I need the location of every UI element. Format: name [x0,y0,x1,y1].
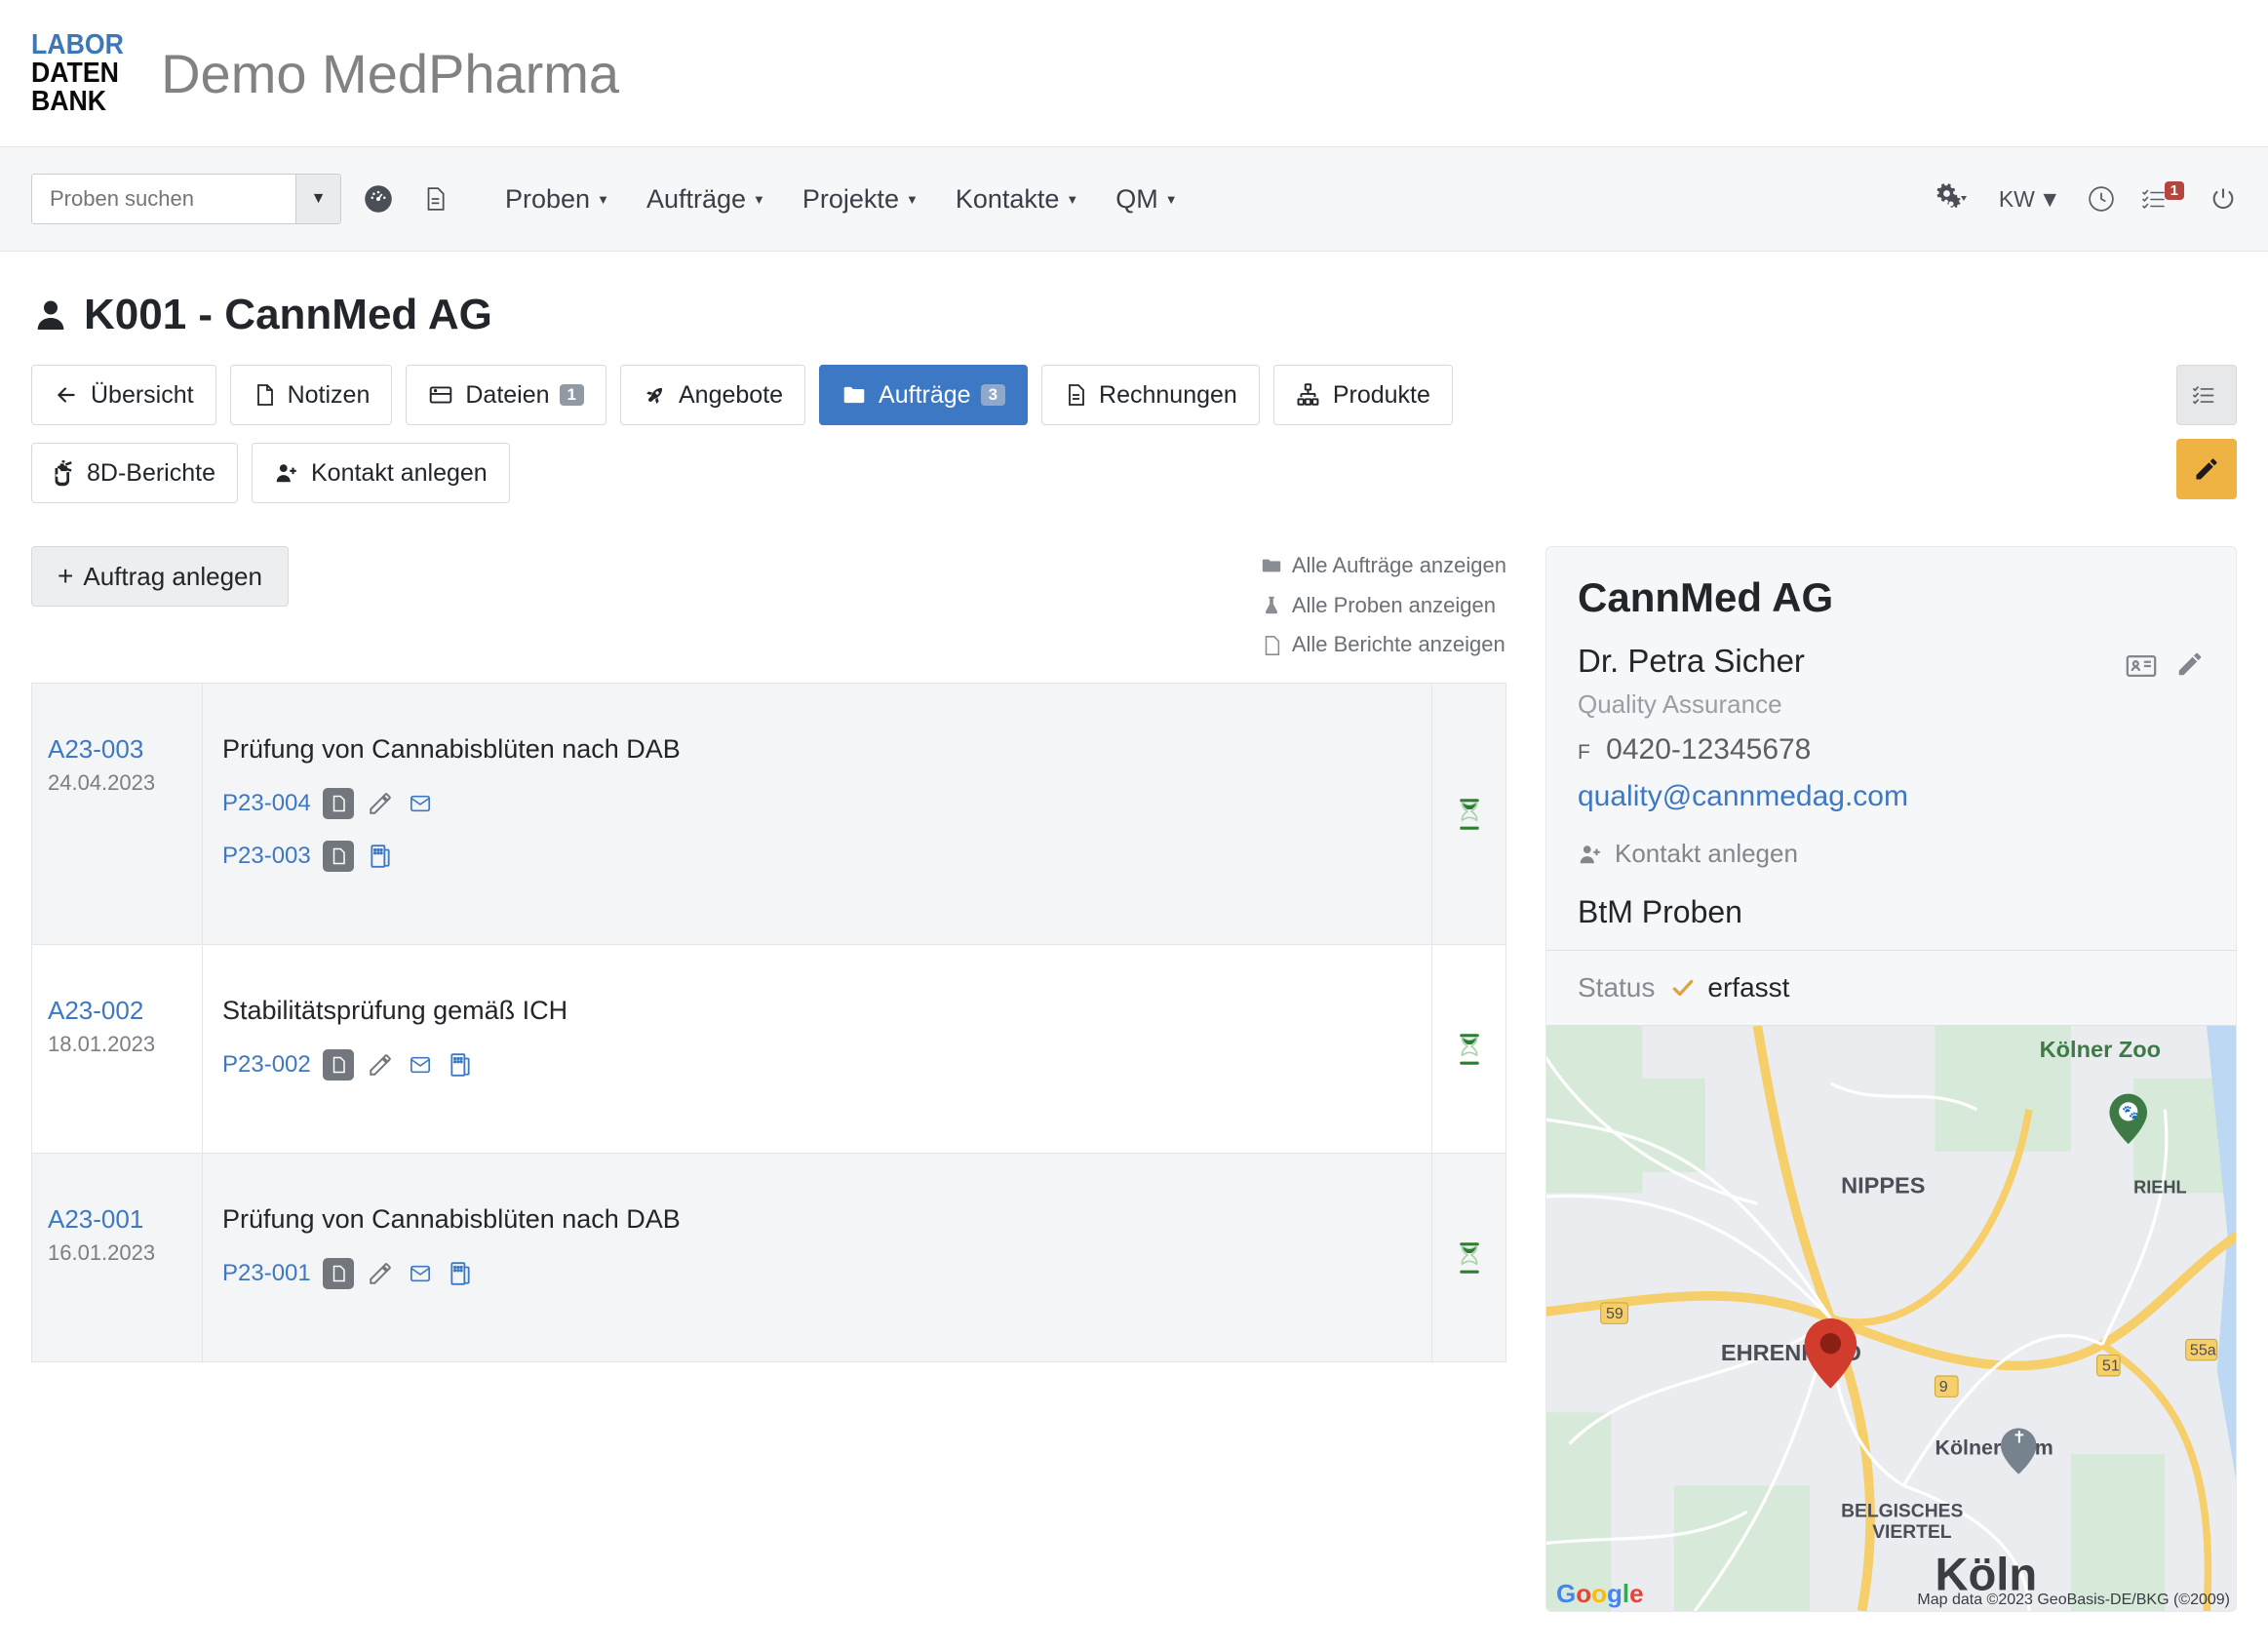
svg-text:✝: ✝ [2013,1428,2026,1447]
svg-text:55a: 55a [2190,1342,2216,1359]
svg-text:59: 59 [1606,1305,1623,1322]
svg-text:9: 9 [1939,1378,1948,1395]
svg-text:Kölner Zoo: Kölner Zoo [2040,1037,2161,1062]
svg-text:🐾: 🐾 [2122,1104,2138,1120]
svg-text:RIEHL: RIEHL [2133,1177,2187,1197]
svg-text:NIPPES: NIPPES [1841,1172,1925,1198]
svg-text:VIERTEL: VIERTEL [1872,1522,1952,1543]
svg-text:51: 51 [2102,1357,2120,1375]
svg-text:BELGISCHES: BELGISCHES [1841,1502,1963,1522]
